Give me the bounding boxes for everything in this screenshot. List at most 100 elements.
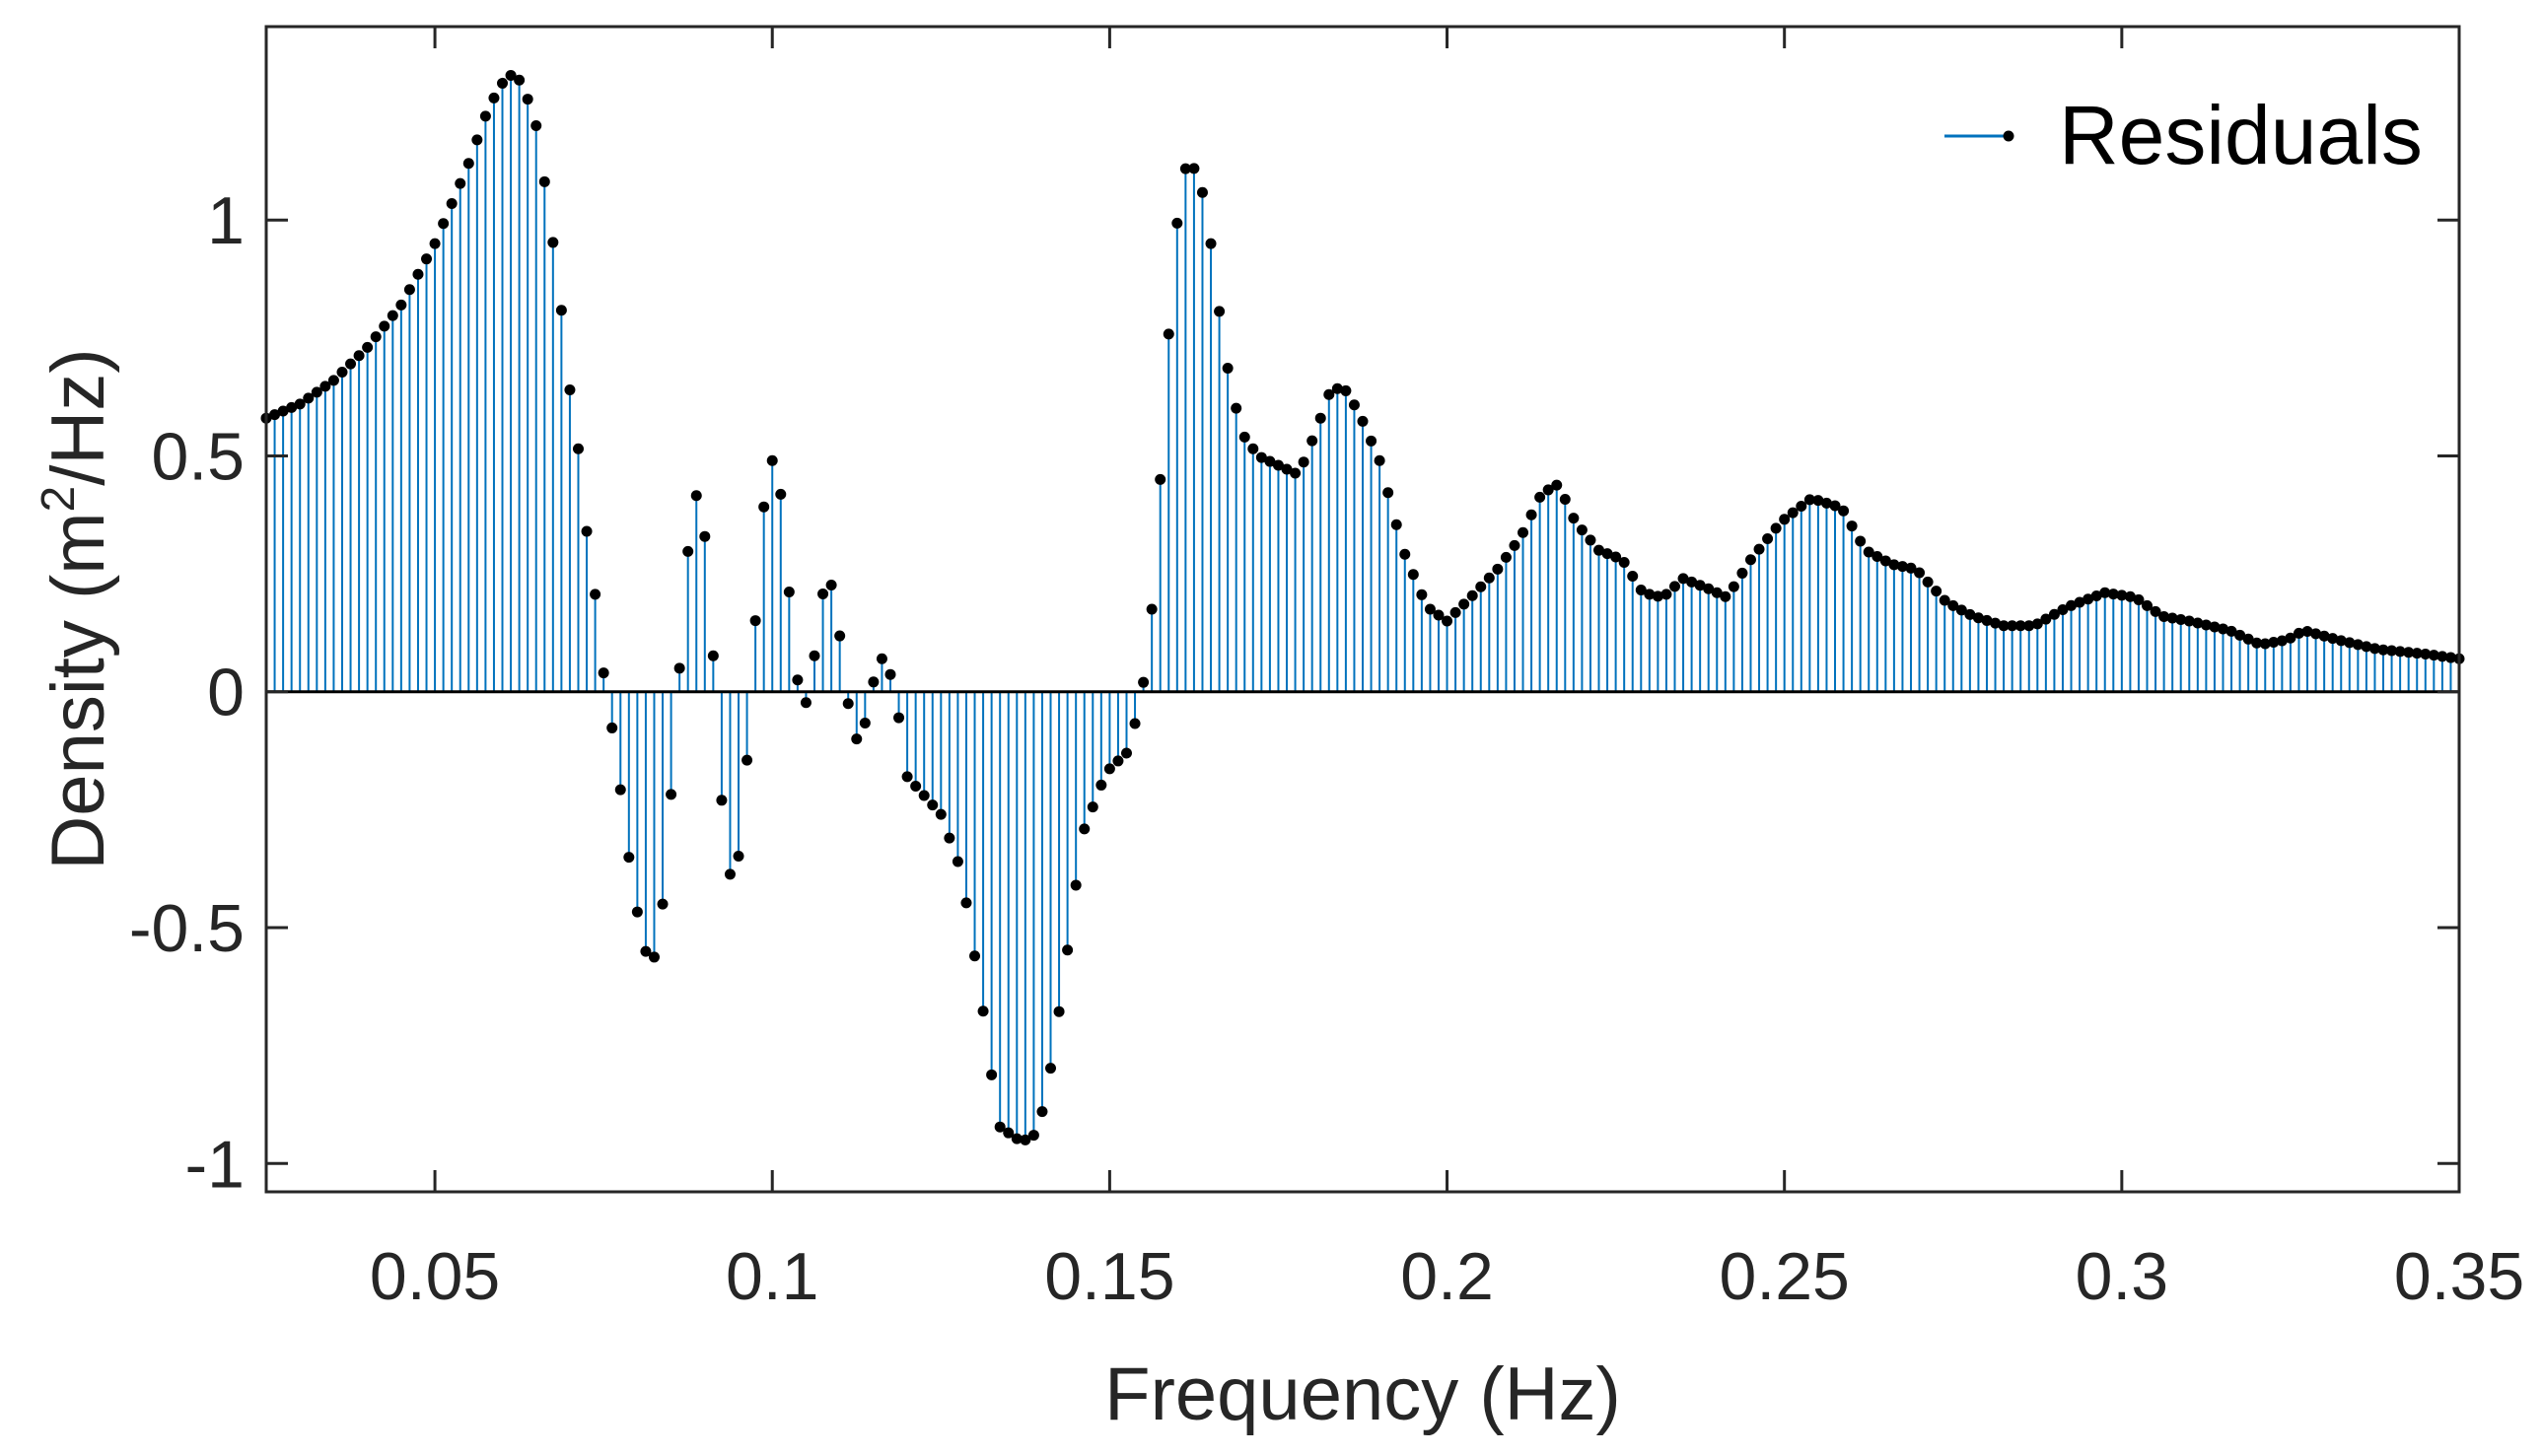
stem-marker [1551, 479, 1563, 491]
stem-marker [1424, 603, 1436, 615]
stem-marker [1677, 573, 1689, 585]
stem-marker [977, 1005, 989, 1017]
stem-marker [471, 134, 483, 146]
stem-marker [775, 488, 787, 500]
stem-marker [766, 454, 778, 466]
stem-marker [2150, 605, 2161, 617]
stem-marker [1238, 431, 1250, 443]
stem-marker [876, 653, 887, 664]
stem-marker [1500, 551, 1512, 563]
stem-marker [1390, 519, 1402, 530]
stem-marker [1542, 484, 1554, 496]
stem-marker [1779, 514, 1791, 525]
stem-marker [952, 856, 963, 867]
stem-marker [2444, 652, 2456, 663]
stem-marker [741, 754, 753, 766]
stem-marker [1442, 615, 1453, 627]
legend: Residuals [1944, 89, 2423, 181]
stem-marker [1820, 497, 1832, 509]
stem-marker [2040, 613, 2052, 625]
stem-marker [1509, 539, 1520, 551]
stem-marker [2057, 603, 2069, 615]
stem-marker [1247, 443, 1259, 454]
y-tick-label: 1 [207, 183, 245, 258]
stem-marker [2083, 593, 2094, 605]
stem-marker [817, 588, 829, 599]
stem-marker [2352, 639, 2364, 651]
stem-marker [2116, 589, 2128, 601]
stem-marker [1855, 535, 1867, 547]
stem-marker [758, 501, 770, 513]
stem-marker [1306, 435, 1318, 447]
stem-marker [1366, 435, 1377, 447]
ticks-layer [266, 27, 2461, 1192]
stem-marker [370, 331, 382, 343]
stem-marker [749, 615, 761, 627]
stem-marker [2285, 632, 2296, 644]
stem-marker [1939, 594, 1950, 606]
stem-marker [614, 784, 626, 796]
stem-marker [2318, 630, 2330, 642]
stem-marker [2276, 635, 2288, 647]
stem-marker [1433, 609, 1445, 621]
stem-marker [1585, 534, 1596, 546]
stem-marker [1458, 598, 1470, 610]
stem-marker [581, 525, 593, 537]
stem-marker [1129, 718, 1141, 729]
stem-marker [2007, 620, 2018, 632]
stem-marker [1146, 603, 1158, 615]
stem-marker [1796, 501, 1807, 513]
stem-marker [345, 358, 357, 370]
stem-marker [1593, 544, 1605, 556]
stem-marker [2014, 620, 2026, 632]
stem-marker [2368, 643, 2380, 655]
stem-marker [1922, 576, 1934, 588]
stem-marker [1770, 522, 1782, 534]
stem-marker [724, 868, 736, 880]
stem-marker [590, 589, 601, 600]
stem-marker [1914, 567, 1926, 579]
stem-marker [1214, 306, 1226, 317]
stem-marker [462, 158, 474, 170]
stem-marker [2428, 650, 2439, 661]
stem-marker [1231, 402, 1242, 414]
stem-marker [2225, 625, 2237, 637]
stem-marker [910, 780, 922, 792]
stem-marker [1171, 217, 1183, 229]
stem-marker [2142, 599, 2154, 611]
stem-marker [666, 789, 677, 800]
stem-marker [1998, 620, 2010, 632]
stem-marker [809, 650, 820, 661]
y-axis-label: Density (m2/Hz) [33, 348, 120, 869]
stem-marker [327, 375, 339, 386]
stem-marker [2310, 628, 2322, 640]
y-tick-label: 0.5 [151, 419, 245, 494]
plot-frame [264, 25, 2461, 1194]
stem-marker [319, 381, 331, 392]
stem-marker [1981, 614, 1993, 626]
stem-marker [935, 808, 947, 820]
stem-marker [842, 698, 854, 710]
stem-marker [353, 350, 365, 362]
stem-marker [479, 110, 491, 122]
stem-marker [1518, 526, 1529, 538]
stem-marker [303, 392, 315, 404]
legend-label: Residuals [2059, 89, 2423, 181]
stem-marker [429, 238, 441, 249]
stem-marker [2259, 638, 2271, 650]
x-tick-label: 0.05 [370, 1239, 500, 1314]
stem-marker [1020, 1134, 1031, 1145]
stem-marker [1736, 567, 1748, 579]
stem-marker [1062, 944, 1074, 956]
stem-marker [707, 650, 719, 661]
stem-marker [2023, 620, 2035, 632]
stem-marker [2251, 637, 2263, 649]
stem-marker [1728, 581, 1739, 592]
stem-marker [1694, 580, 1706, 591]
stem-marker [2031, 618, 2043, 630]
stem-marker [1525, 509, 1537, 520]
stem-marker [2386, 645, 2398, 657]
y-axis-label-superscript: 2 [33, 486, 85, 513]
stem-marker [438, 218, 450, 230]
